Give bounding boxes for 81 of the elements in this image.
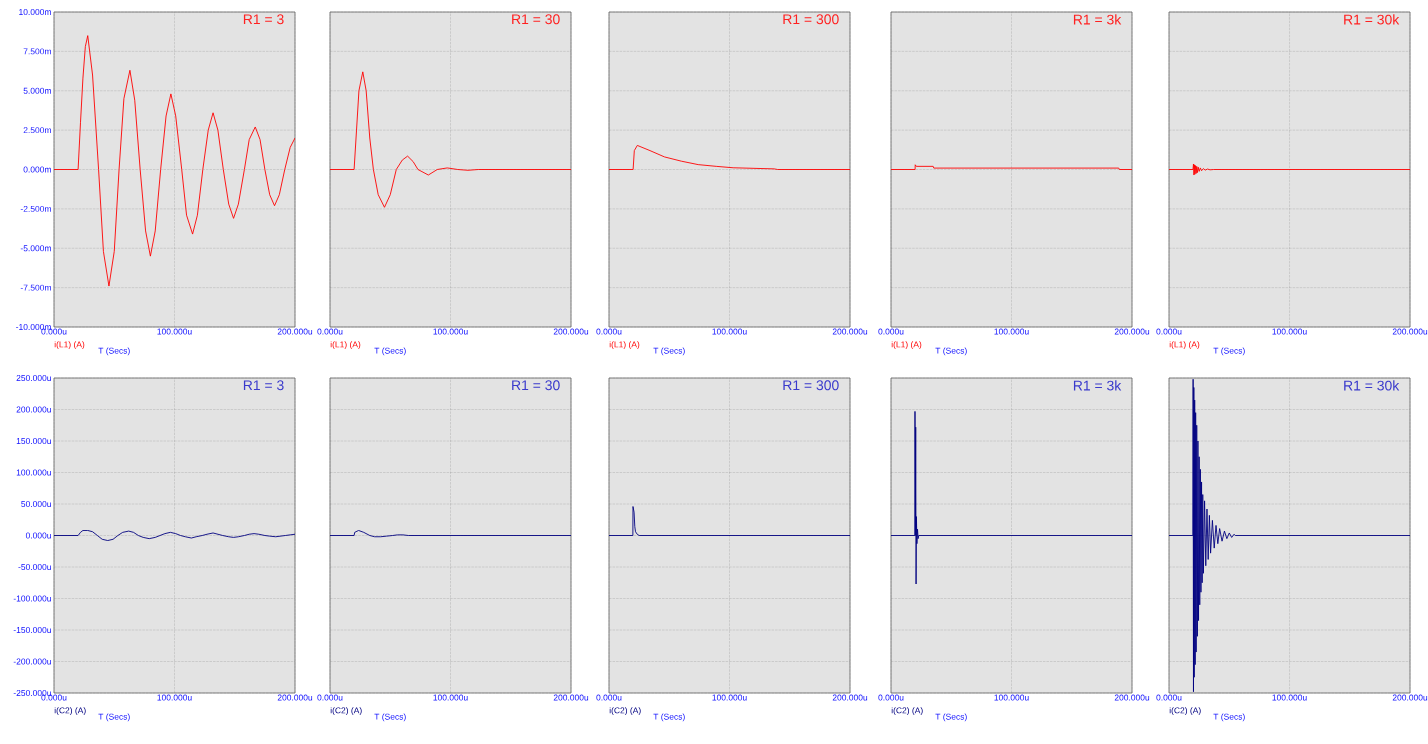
y-tick-label: -250.000u [13,690,51,696]
y-tick-label: 100.000u [16,469,51,476]
x-tick-label: 100.000u [433,694,468,701]
text: i(C2) (A) [609,707,641,716]
x-tick-label: 200.000u [1392,694,1428,701]
chart-title: R1 = 3k [1073,14,1122,25]
x-tick-label: 200.000u [553,694,589,701]
x-tick-label: 100.000u [994,694,1029,701]
text: i(L1) (A) [54,341,85,350]
chart-title: R1 = 30k [1344,380,1400,391]
line-series [54,35,295,287]
text: i(L1) (A) [330,341,361,350]
y-tick-label: 150.000u [16,438,51,444]
y-tick-label: -100.000u [13,595,51,602]
x-tick-label: 100.000u [994,328,1029,335]
x-tick-label: 0.000u [596,328,622,335]
chart-title: R1 = 30 [512,14,560,25]
y-tick-label: -2.500m [20,205,51,212]
chart-title: R1 = 300 [783,380,839,391]
y-tick-label: 5.000m [23,87,51,94]
x-tick-label: 0.000u [317,694,343,701]
chart-title: R1 = 3 [243,14,284,25]
text: i(C2) (A) [891,707,923,716]
x-axis-title: T (Secs) [935,713,967,722]
chart-title: R1 = 30 [512,380,560,391]
x-tick-label: 200.000u [277,694,313,701]
y-tick-label: 10.000m [19,9,51,15]
y-tick-label: 2.500m [23,127,51,134]
x-axis-title: T (Secs) [653,347,685,356]
chart-title: R1 = 3k [1073,380,1122,391]
text: i(L1) (A) [1169,341,1200,350]
text: i(C2) (A) [54,707,86,716]
text: i(C2) (A) [1169,707,1201,716]
y-tick-label: 0.000u [25,532,51,539]
chart-title: R1 = 30k [1344,14,1400,25]
x-tick-label: 0.000u [1156,328,1182,335]
y-tick-label: -7.500m [20,284,51,291]
chart-title: R1 = 300 [783,14,839,25]
y-tick-label: -5.000m [20,245,51,252]
y-tick-label: 0.000m [23,166,51,173]
x-tick-label: 100.000u [157,328,192,335]
x-tick-label: 0.000u [41,328,67,335]
x-tick-label: 200.000u [1114,328,1150,335]
x-tick-label: 100.000u [712,694,747,701]
y-tick-label: -10.000m [16,324,51,330]
x-tick-label: 200.000u [832,694,868,701]
x-tick-label: 0.000u [878,694,904,701]
x-tick-label: 100.000u [712,328,747,335]
y-tick-label: 200.000u [16,406,51,413]
x-tick-label: 0.000u [317,328,343,335]
x-axis-title: T (Secs) [935,347,967,356]
y-tick-label: -50.000u [18,564,51,570]
x-tick-label: 0.000u [596,694,622,701]
x-tick-label: 100.000u [433,328,468,335]
x-tick-label: 0.000u [878,328,904,335]
x-tick-label: 100.000u [1272,328,1307,335]
x-tick-label: 200.000u [1392,328,1428,335]
y-tick-label: -150.000u [13,627,51,633]
text: i(C2) (A) [330,707,362,716]
x-tick-label: 200.000u [277,328,313,335]
chart-title: R1 = 3 [243,380,284,391]
x-tick-label: 200.000u [553,328,589,335]
x-axis-title: T (Secs) [98,347,130,356]
y-tick-label: 7.500m [23,48,51,55]
x-tick-label: 200.000u [832,328,868,335]
x-tick-label: 100.000u [157,694,192,701]
x-axis-title: T (Secs) [653,713,685,722]
x-axis-title: T (Secs) [374,347,406,356]
x-axis-title: T (Secs) [1213,713,1245,722]
x-axis-title: T (Secs) [1213,347,1245,356]
y-tick-label: 250.000u [16,375,51,381]
text: i(L1) (A) [609,341,640,350]
x-axis-title: T (Secs) [98,713,130,722]
x-tick-label: 0.000u [1156,694,1182,701]
y-tick-label: -200.000u [13,658,51,665]
x-tick-label: 200.000u [1114,694,1150,701]
y-tick-label: 50.000u [21,501,51,507]
x-tick-label: 100.000u [1272,694,1307,701]
x-tick-label: 0.000u [41,694,67,701]
text: i(L1) (A) [891,341,922,350]
x-axis-title: T (Secs) [374,713,406,722]
